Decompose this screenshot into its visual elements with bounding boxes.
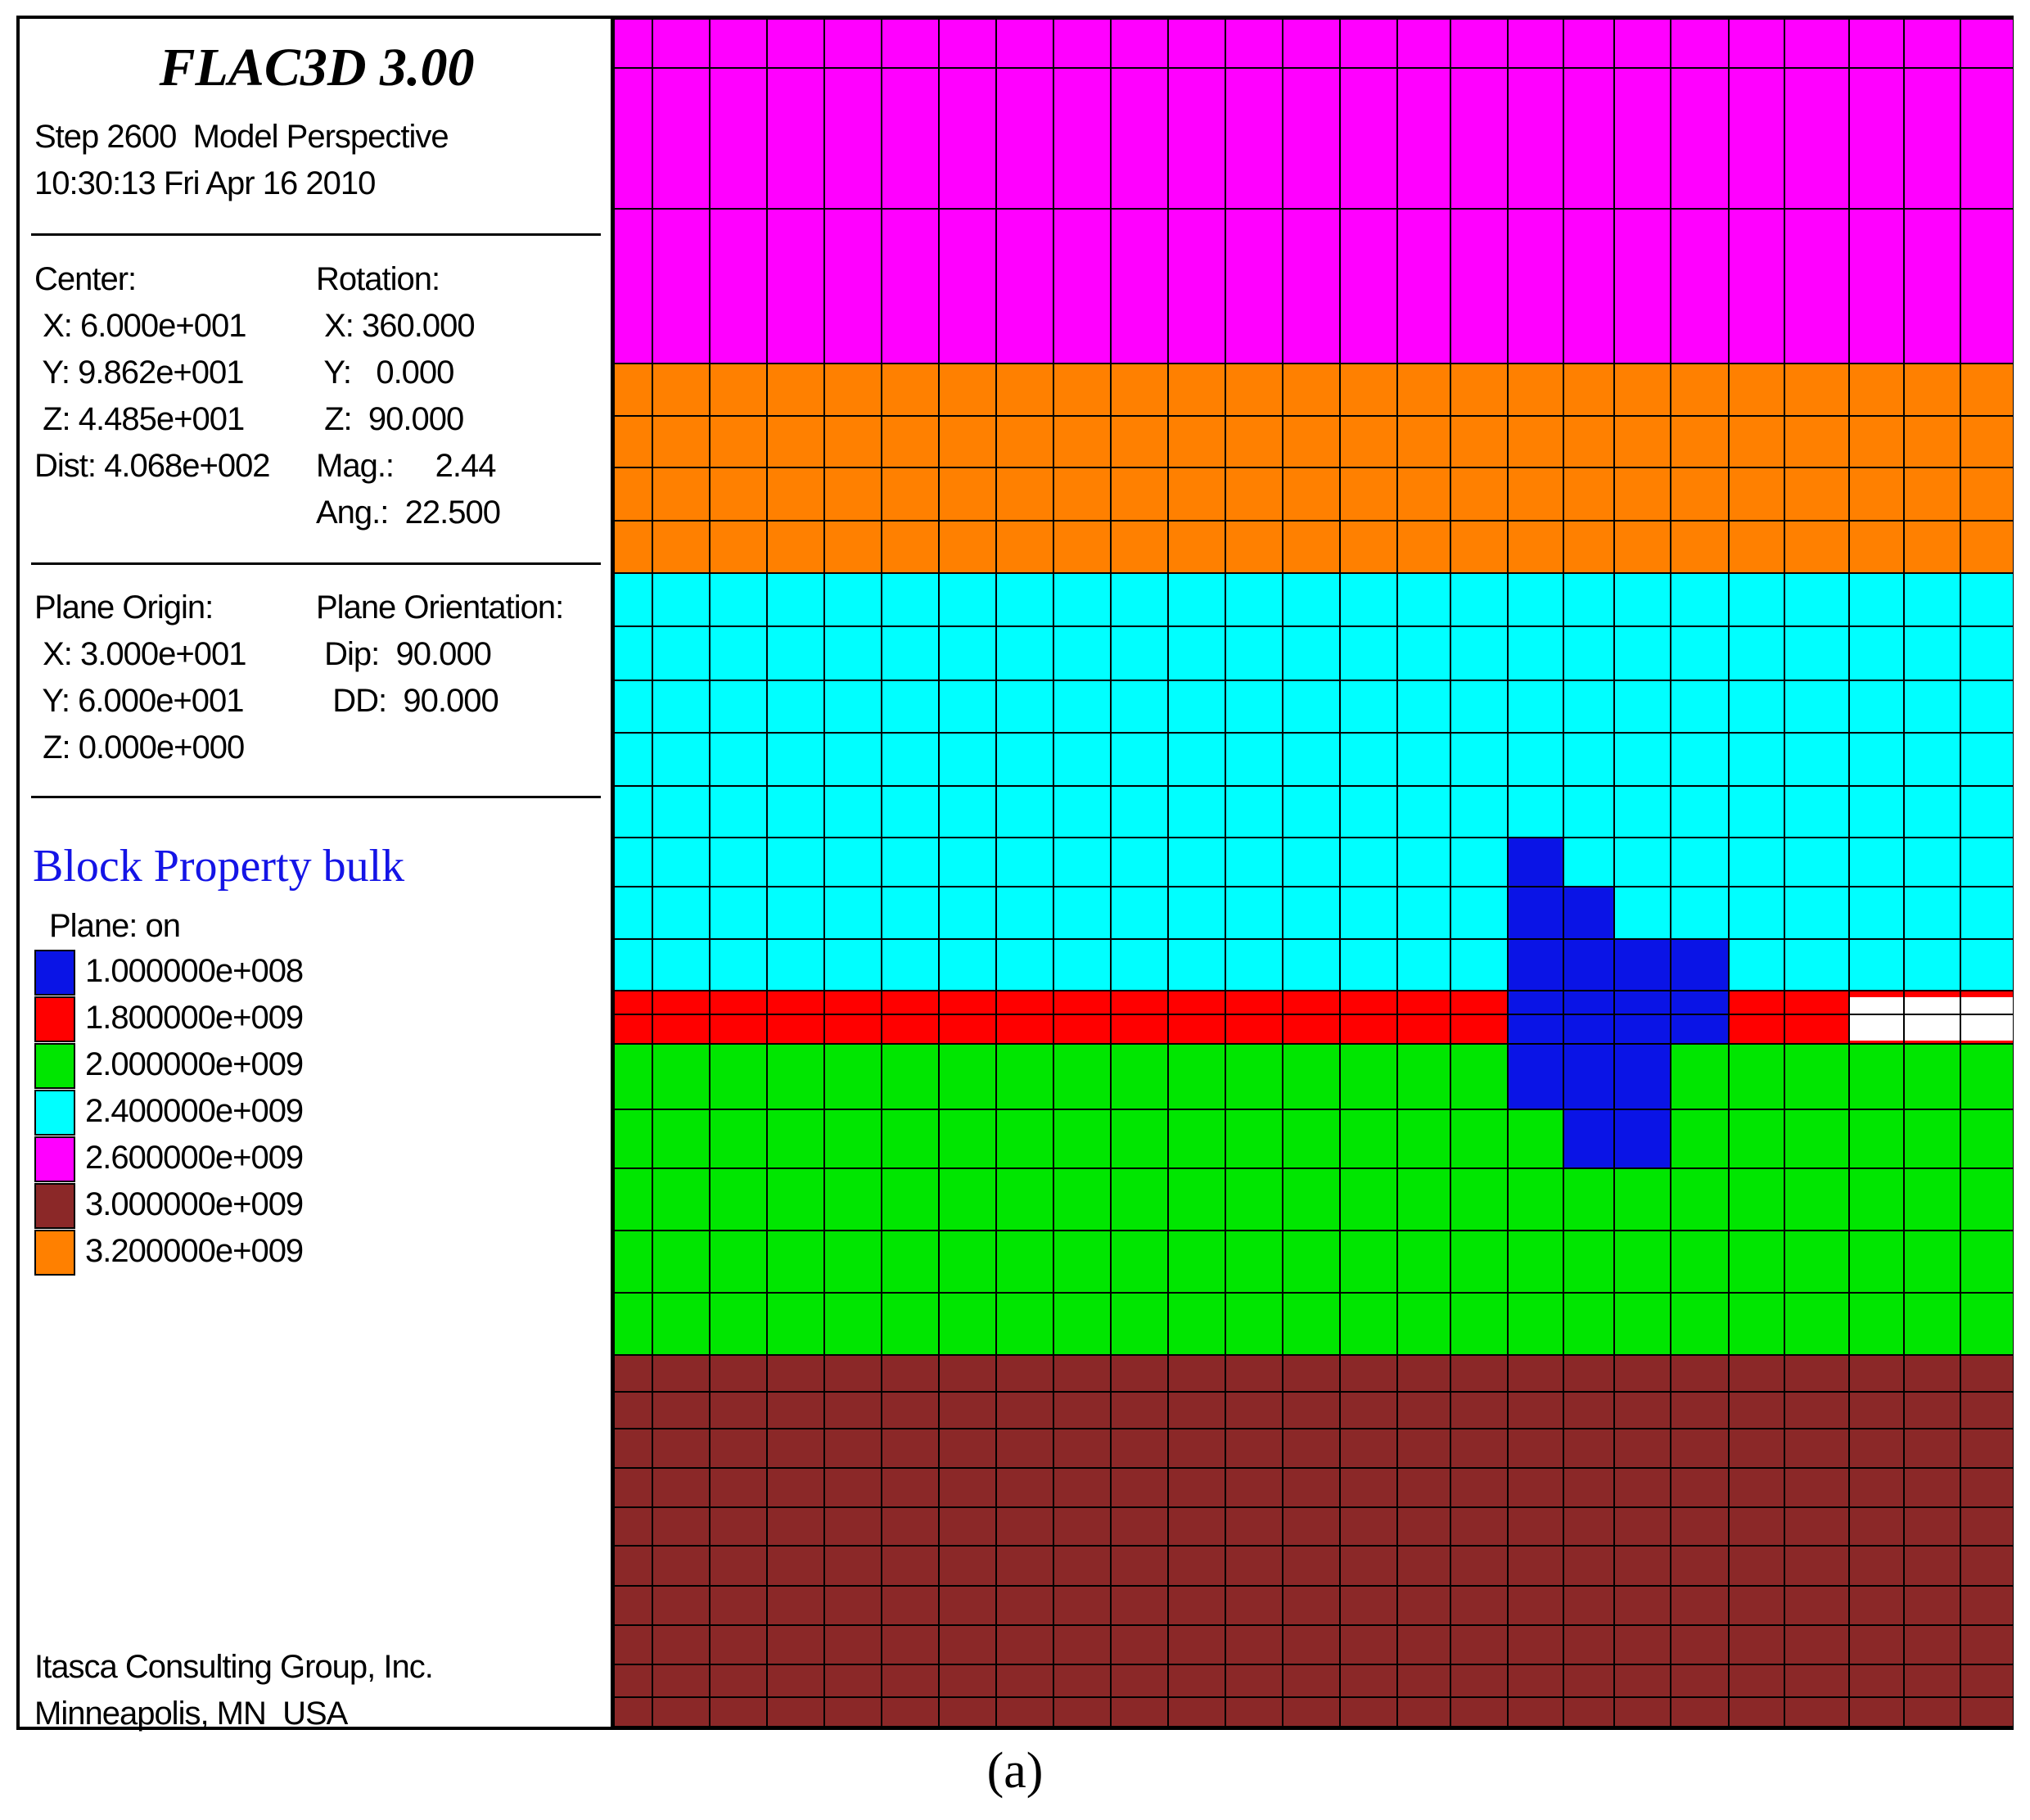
company-location: Minneapolis, MN USA [34,1696,348,1732]
material-layer [614,19,2014,364]
model-view-canvas[interactable] [614,19,2014,1727]
legend-title: Block Property bulk [33,841,405,892]
legend-value: 2.600000e+009 [85,1140,304,1176]
magnification: Mag.: 2.44 [316,448,496,484]
legend-value: 1.000000e+008 [85,953,304,989]
legend-swatch [34,1183,75,1229]
legend-swatch [34,1136,75,1182]
rotation-label: Rotation: [316,261,440,297]
plane-origin-y: Y: 6.000e+001 [34,683,244,719]
plane-origin-x: X: 3.000e+001 [34,636,246,672]
divider [31,796,601,798]
legend-swatch [34,996,75,1042]
step-line: Step 2600 Model Perspective [34,119,449,155]
material-layer [614,991,2014,1044]
legend-swatch [34,1090,75,1136]
legend-value: 1.800000e+009 [85,1000,304,1036]
divider [31,562,601,565]
legend-swatch [34,950,75,996]
info-panel: FLAC3D 3.00 Step 2600 Model Perspective … [20,19,614,1732]
material-layer [614,1044,2014,1355]
rotation-x: X: 360.000 [316,308,475,344]
legend-plane-state: Plane: on [49,908,181,944]
center-label: Center: [34,261,137,297]
soft-zone-block [1508,1044,1671,1109]
plane-origin-label: Plane Origin: [34,589,214,625]
soft-zone-block [1508,887,1614,939]
company-name: Itasca Consulting Group, Inc. [34,1649,434,1685]
angle: Ang.: 22.500 [316,495,501,531]
legend-swatch [34,1230,75,1276]
figure-caption: (a) [986,1743,1044,1799]
legend-value: 3.200000e+009 [85,1233,304,1269]
rotation-y: Y: 0.000 [316,355,454,391]
legend-value: 3.000000e+009 [85,1186,304,1222]
plane-dip: Dip: 90.000 [316,636,492,672]
center-z: Z: 4.485e+001 [34,401,245,437]
soft-zone-block [1508,838,1563,887]
app-title: FLAC3D 3.00 [159,38,475,97]
distance: Dist: 4.068e+002 [34,448,271,484]
rotation-z: Z: 90.000 [316,401,464,437]
soft-zone-block [1563,1109,1671,1168]
legend-swatch [34,1043,75,1089]
legend-value: 2.400000e+009 [85,1093,304,1129]
center-x: X: 6.000e+001 [34,308,246,344]
plane-dip-direction: DD: 90.000 [316,683,498,719]
divider [31,233,601,236]
timestamp: 10:30:13 Fri Apr 16 2010 [34,165,376,201]
legend-value: 2.000000e+009 [85,1046,304,1082]
center-y: Y: 9.862e+001 [34,355,244,391]
plane-orientation-label: Plane Orientation: [316,589,564,625]
zone-mesh [614,19,2014,1727]
excavated-void [1849,997,2014,1041]
plane-origin-z: Z: 0.000e+000 [34,729,245,765]
flac3d-plot-window: FLAC3D 3.00 Step 2600 Model Perspective … [16,16,2014,1732]
material-layer [614,573,2014,991]
